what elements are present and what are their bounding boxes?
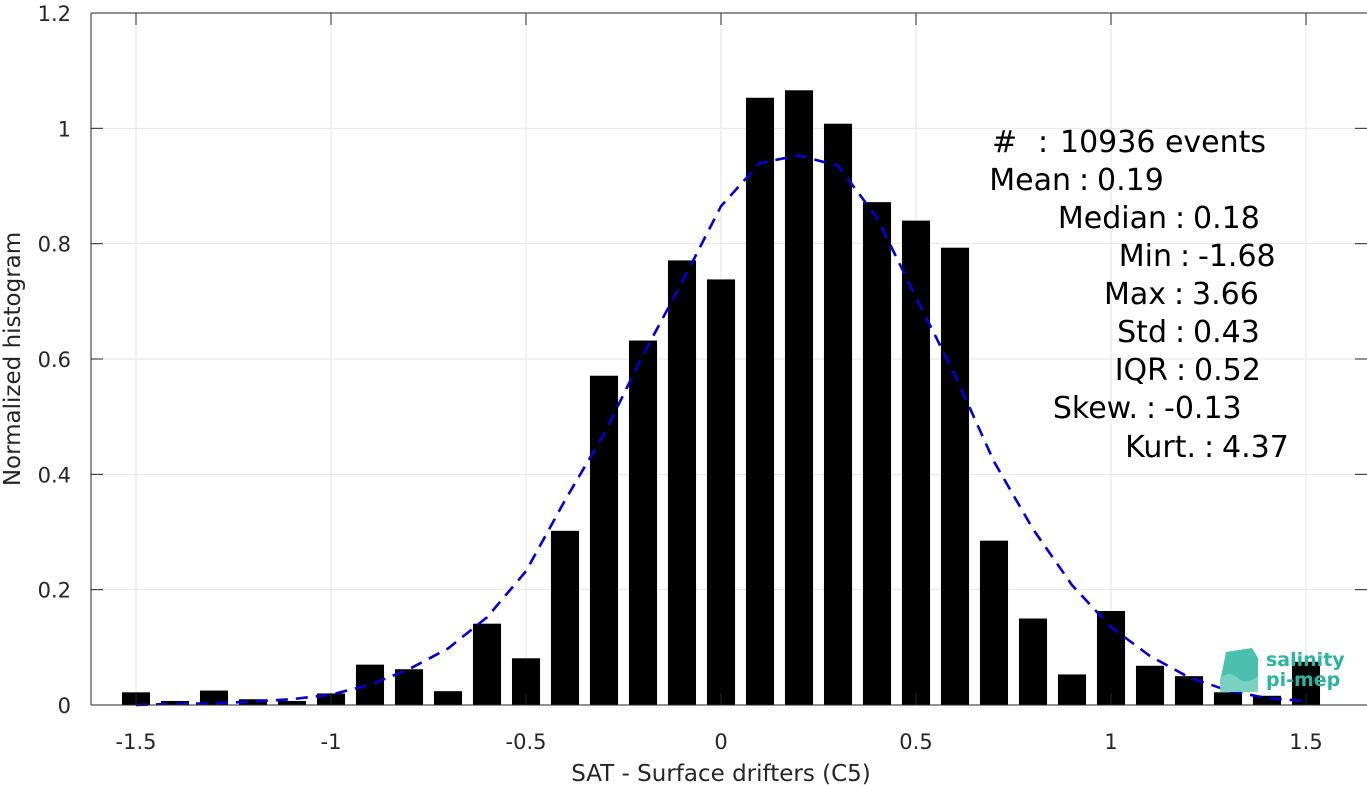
histogram-bar <box>472 623 502 705</box>
stat-separator: : <box>1175 201 1185 236</box>
histogram-bar <box>1135 665 1165 705</box>
stat-value: 0.43 <box>1193 315 1260 350</box>
histogram-bar <box>1057 674 1087 705</box>
y-tick-labels: 0 0.2 0.4 0.6 0.8 1 1.2 <box>38 2 71 718</box>
stat-value: 0.52 <box>1194 353 1261 388</box>
x-tick-label: -1 <box>321 730 342 754</box>
stat-value: 10936 events <box>1060 125 1266 160</box>
histogram-bar <box>1252 695 1282 705</box>
stat-value: 3.66 <box>1192 277 1259 312</box>
x-tick-label: 1.5 <box>1289 730 1322 754</box>
histogram-bars <box>121 90 1321 706</box>
x-tick-label: 1 <box>1104 730 1117 754</box>
histogram-bar <box>199 690 229 705</box>
x-tick-label: 0 <box>714 730 727 754</box>
stat-label: Median <box>1058 201 1167 236</box>
histogram-bar <box>784 90 814 706</box>
histogram-bar <box>667 260 697 705</box>
histogram-bar <box>1018 618 1048 705</box>
histogram-bar <box>355 664 385 705</box>
histogram-bar <box>862 202 892 705</box>
histogram-bar <box>1096 611 1126 705</box>
stat-separator: : <box>1176 353 1186 388</box>
histogram-bar <box>589 375 619 705</box>
histogram-bar <box>979 540 1009 705</box>
histogram-bar <box>277 700 307 705</box>
stat-value: 0.18 <box>1193 201 1260 236</box>
logo-wave-icon <box>1220 674 1258 692</box>
stat-separator: : <box>1038 125 1048 160</box>
x-tick-label: 0.5 <box>899 730 932 754</box>
fit-curve <box>135 154 1307 707</box>
stat-label: Skew. <box>1053 391 1138 426</box>
y-tick-label: 1 <box>58 117 71 141</box>
stat-separator: : <box>1174 277 1184 312</box>
x-tick-label: -0.5 <box>506 730 547 754</box>
histogram-bar <box>901 220 931 705</box>
stat-label: Mean <box>989 163 1071 198</box>
stat-label: Min <box>1119 239 1172 274</box>
y-tick-label: 0.8 <box>38 233 71 257</box>
stat-separator: : <box>1204 430 1214 465</box>
histogram-bar <box>550 530 580 705</box>
stat-label: Max <box>1104 277 1166 312</box>
histogram-bar <box>940 247 970 705</box>
histogram-bar <box>160 700 190 705</box>
histogram-bar <box>1213 692 1243 705</box>
stat-separator: : <box>1175 315 1185 350</box>
logo-line1: salinity <box>1266 649 1345 671</box>
histogram-bar <box>628 340 658 705</box>
stat-separator: : <box>1146 391 1156 426</box>
histogram-bar <box>394 669 424 705</box>
stat-value: 4.37 <box>1222 430 1289 465</box>
stat-separator: : <box>1079 163 1089 198</box>
x-tick-labels: -1.5 -1 -0.5 0 0.5 1 1.5 <box>116 730 1323 754</box>
stat-separator: : <box>1180 239 1190 274</box>
salinity-pi-mep-logo: salinity pi-mep <box>1220 648 1345 692</box>
stat-value: -1.68 <box>1198 239 1276 274</box>
logo-line2: pi-mep <box>1266 669 1340 691</box>
stat-value: -0.13 <box>1164 391 1242 426</box>
histogram-bar <box>745 97 775 705</box>
y-tick-label: 0 <box>58 694 71 718</box>
histogram-bar <box>238 699 268 705</box>
stat-label: Kurt. <box>1125 430 1196 465</box>
x-tick-label: -1.5 <box>116 730 157 754</box>
axes <box>90 12 1367 706</box>
histogram-bar <box>706 279 736 705</box>
histogram-bar <box>823 123 853 706</box>
y-tick-label: 1.2 <box>38 2 71 26</box>
histogram-bar <box>433 691 463 705</box>
stat-label: # <box>992 125 1017 160</box>
y-tick-label: 0.2 <box>38 579 71 603</box>
y-tick-label: 0.4 <box>38 463 71 487</box>
y-axis-label: Normalized histogram <box>0 232 26 486</box>
stat-value: 0.19 <box>1097 163 1164 198</box>
y-tick-label: 0.6 <box>38 348 71 372</box>
stat-label: Std <box>1117 315 1167 350</box>
stat-label: IQR <box>1115 353 1168 388</box>
x-axis-label: SAT - Surface drifters (C5) <box>571 761 871 785</box>
